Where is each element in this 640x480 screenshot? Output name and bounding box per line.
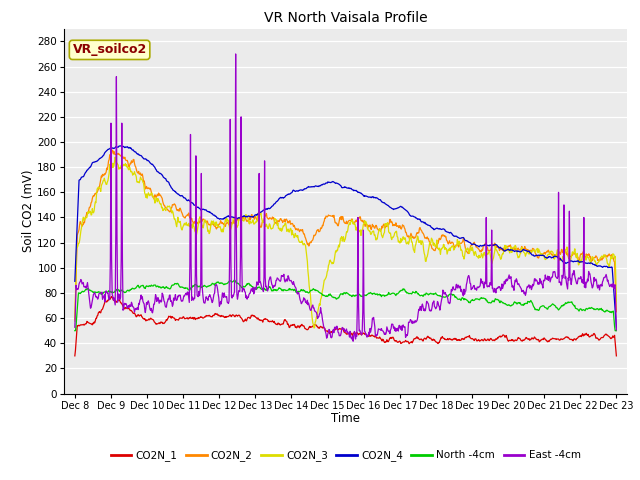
Title: VR North Vaisala Profile: VR North Vaisala Profile [264,11,428,25]
X-axis label: Time: Time [331,412,360,425]
Legend: CO2N_1, CO2N_2, CO2N_3, CO2N_4, North -4cm, East -4cm: CO2N_1, CO2N_2, CO2N_3, CO2N_4, North -4… [106,446,585,466]
Text: VR_soilco2: VR_soilco2 [72,43,147,56]
Y-axis label: Soil CO2 (mV): Soil CO2 (mV) [22,170,35,252]
